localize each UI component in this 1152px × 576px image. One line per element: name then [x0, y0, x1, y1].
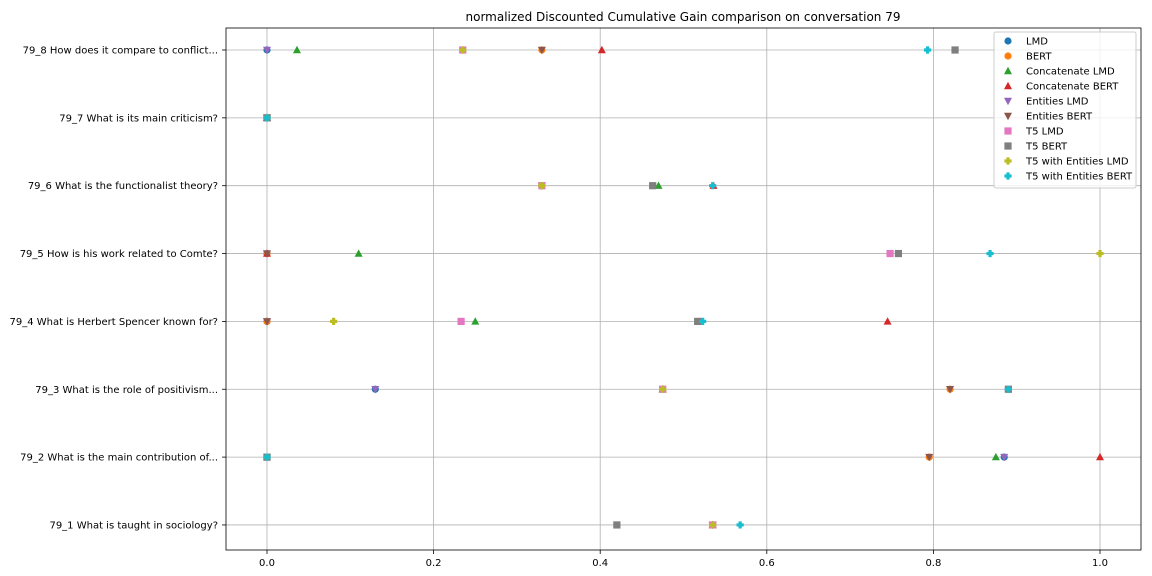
- data-point-t5-bert: [694, 317, 702, 325]
- y-tick-label: 79_5 How is his work related to Comte?: [20, 249, 218, 260]
- legend-marker-entities-lmd: [1004, 97, 1012, 106]
- legend-box: [993, 31, 1137, 189]
- data-point-t5-with-entities-bert: [736, 521, 744, 529]
- y-tick-label: 79_4 What is Herbert Spencer known for?: [9, 317, 218, 328]
- data-point-t5-bert: [951, 46, 959, 54]
- data-point-entities-lmd: [1000, 453, 1009, 462]
- data-point-t5-with-entities-lmd: [1096, 249, 1104, 258]
- y-tick-label: 79_3 What is the role of positivism...: [35, 385, 218, 396]
- legend-label: Concatenate LMD: [1026, 67, 1115, 78]
- legend-marker-t5-bert: [1004, 142, 1012, 150]
- data-point-t5-lmd: [886, 249, 894, 258]
- y-tick-label: 79_8 How does it compare to conflict...: [23, 46, 218, 57]
- data-point-concatenate-lmd: [471, 317, 480, 325]
- x-tick-label: 0.4: [592, 558, 608, 569]
- legend-marker-bert: [1004, 52, 1012, 60]
- data-point-concatenate-bert: [1096, 452, 1104, 461]
- x-tick-label: 1.0: [1092, 558, 1108, 569]
- legend-marker-concatenate-bert: [1004, 81, 1012, 90]
- legend-label: T5 with Entities BERT: [1025, 172, 1133, 183]
- data-point-t5-with-entities-lmd: [330, 317, 338, 325]
- data-point-t5-with-entities-bert: [923, 46, 932, 54]
- data-point-entities-bert: [263, 250, 271, 258]
- x-tick-label: 0.2: [426, 558, 442, 569]
- legend-label: LMD: [1026, 37, 1048, 48]
- y-axis-ticks: 79_1 What is taught in sociology? 79_2 Wh…: [9, 46, 226, 531]
- plot-frame: [225, 27, 1142, 551]
- data-point-t5-with-entities-lmd: [659, 385, 667, 393]
- legend-label: Concatenate BERT: [1026, 82, 1119, 93]
- data-point-entities-bert: [925, 453, 934, 462]
- legend: LMD BERT Concatenate LMD Concatenate BERT En…: [993, 31, 1137, 189]
- data-point-t5-with-entities-lmd: [459, 46, 467, 54]
- legend-label: BERT: [1026, 52, 1052, 63]
- y-tick-label: 79_1 What is taught in sociology?: [49, 520, 218, 531]
- y-tick-label: 79_2 What is the main contribution of...: [20, 453, 218, 464]
- data-point-t5-with-entities-lmd: [709, 521, 717, 529]
- data-point-concatenate-bert: [883, 317, 892, 325]
- data-point-t5-with-entities-bert: [709, 182, 717, 190]
- legend-label: Entities BERT: [1026, 112, 1093, 123]
- data-point-t5-bert: [894, 249, 903, 258]
- plot-area-border: [225, 27, 1142, 551]
- data-point-entities-bert: [537, 46, 546, 55]
- y-tick-label: 79_6 What is the functionalist theory?: [28, 181, 218, 192]
- legend-marker-t5-with-entities-bert: [1004, 172, 1012, 180]
- legend-marker-t5-with-entities-lmd: [1004, 157, 1012, 165]
- data-markers: [263, 45, 1104, 530]
- data-point-t5-bert: [649, 182, 657, 190]
- data-point-concatenate-lmd: [654, 181, 663, 189]
- x-tick-label: 0.6: [759, 558, 775, 569]
- data-point-concatenate-lmd: [991, 452, 1000, 461]
- data-point-concatenate-bert: [597, 45, 606, 54]
- data-point-entities-lmd: [371, 386, 380, 394]
- data-point-t5-lmd: [457, 317, 465, 325]
- x-axis-ticks: 0.0 0.2 0.4 0.6 0.8 1.0: [259, 550, 1108, 569]
- data-point-t5-with-entities-bert: [263, 114, 271, 122]
- data-point-t5-bert: [613, 521, 621, 529]
- legend-marker-lmd: [1004, 37, 1012, 45]
- x-tick-label: 0.8: [925, 558, 941, 569]
- legend-marker-concatenate-lmd: [1004, 66, 1012, 75]
- data-point-entities-bert: [263, 318, 271, 326]
- x-tick-label: 0.0: [259, 558, 275, 569]
- legend-label: Entities LMD: [1026, 97, 1089, 108]
- data-point-t5-with-entities-lmd: [538, 182, 546, 190]
- data-point-t5-with-entities-bert: [986, 249, 994, 258]
- data-point-t5-with-entities-bert: [263, 453, 271, 461]
- legend-label: T5 BERT: [1025, 142, 1068, 153]
- data-point-concatenate-lmd: [354, 249, 363, 257]
- data-point-entities-lmd: [263, 46, 271, 55]
- data-point-entities-bert: [946, 386, 955, 394]
- y-tick-label: 79_7 What is its main criticism?: [59, 113, 218, 124]
- legend-marker-t5-lmd: [1004, 127, 1012, 135]
- legend-label: T5 with Entities LMD: [1025, 157, 1129, 168]
- chart-title: normalized Discounted Cumulative Gain co…: [466, 10, 901, 24]
- data-point-t5-with-entities-bert: [1004, 385, 1012, 393]
- data-point-concatenate-lmd: [292, 45, 301, 54]
- legend-label: T5 LMD: [1025, 127, 1064, 138]
- legend-marker-entities-bert: [1004, 112, 1012, 121]
- data-point-t5-with-entities-bert: [699, 317, 707, 325]
